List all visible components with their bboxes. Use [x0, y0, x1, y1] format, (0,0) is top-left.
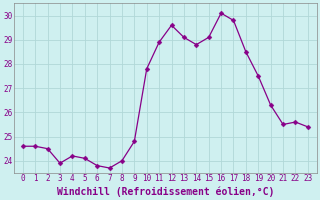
- X-axis label: Windchill (Refroidissement éolien,°C): Windchill (Refroidissement éolien,°C): [57, 186, 274, 197]
